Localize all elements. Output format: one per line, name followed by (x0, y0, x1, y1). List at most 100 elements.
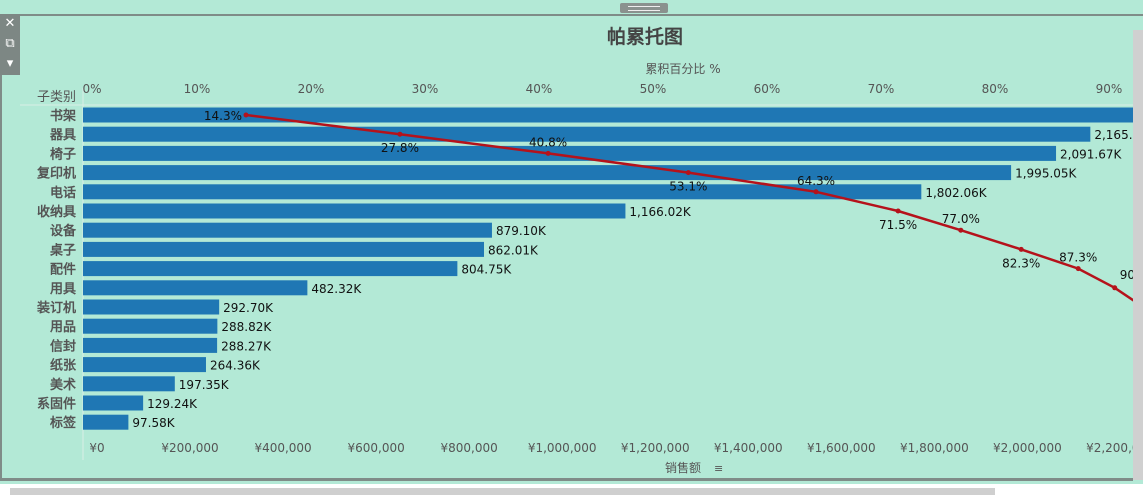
chart-panel (0, 16, 1133, 481)
bar (83, 107, 1133, 123)
category-label: 收纳具 (37, 204, 76, 220)
x-tick-label: ¥0 (89, 441, 104, 455)
category-label: 椅子 (50, 146, 76, 162)
pareto-point (1112, 285, 1118, 291)
chart-title: 帕累托图 (606, 26, 683, 48)
bar (83, 241, 485, 257)
x2-tick-label: 40% (526, 82, 553, 96)
x-tick-label: ¥1,600,000 (807, 441, 876, 455)
bar-value-label: 97.58K (132, 416, 175, 430)
x2-tick-label: 80% (982, 82, 1009, 96)
x-tick-label: ¥2,200,000 (1086, 441, 1143, 455)
bar-value-label: 1,166.02K (629, 205, 691, 219)
bar (83, 165, 1012, 181)
category-label: 信封 (50, 338, 76, 354)
pareto-point (958, 227, 964, 233)
bar (83, 337, 218, 353)
x2-tick-label: 90% (1096, 82, 1123, 96)
bar-value-label: 292.70K (223, 301, 274, 315)
x2-tick-label: 30% (412, 82, 439, 96)
bar-value-label: 129.24K (147, 397, 198, 411)
category-label: 书架 (50, 108, 76, 124)
pareto-point (1018, 246, 1024, 252)
pct-label: 87.3% (1059, 251, 1097, 265)
vertical-scrollbar[interactable] (1133, 30, 1143, 480)
pareto-point (1075, 266, 1081, 272)
bar (83, 414, 129, 430)
category-label: 纸张 (50, 358, 77, 374)
scroll-thumb[interactable] (10, 488, 995, 495)
x2-axis-title: 累积百分比 % (645, 62, 720, 76)
x2-tick-label: 0% (82, 82, 101, 96)
bar-value-label: 2,165.4 (1094, 128, 1140, 142)
bar-value-label: 197.35K (179, 378, 230, 392)
bar-value-label: 1,802.06K (925, 186, 987, 200)
category-label: 标签 (49, 415, 77, 431)
x-tick-label: ¥400,000 (254, 441, 311, 455)
bar (83, 357, 206, 373)
bar (83, 299, 220, 315)
top-strip (0, 0, 1143, 16)
bar (83, 203, 626, 219)
bar-value-label: 288.27K (221, 339, 272, 353)
x-tick-label: ¥800,000 (441, 441, 498, 455)
x-tick-label: ¥600,000 (347, 441, 404, 455)
x2-tick-label: 10% (184, 82, 211, 96)
bar (83, 126, 1091, 142)
x-tick-label: ¥2,000,000 (993, 441, 1062, 455)
bar (83, 376, 175, 392)
category-label: 复印机 (36, 166, 76, 182)
pareto-point (243, 112, 249, 118)
category-label: 设备 (50, 223, 77, 239)
category-label: 桌子 (50, 242, 76, 258)
menu-dropdown-icon[interactable]: ▾ (6, 56, 14, 71)
bar-value-label: 862.01K (488, 243, 539, 257)
pct-label: 27.8% (381, 141, 419, 155)
popout-icon[interactable]: ⧉ (5, 36, 15, 51)
x-tick-label: ¥1,400,000 (714, 441, 783, 455)
drag-handle[interactable] (620, 3, 668, 13)
category-label: 配件 (50, 262, 76, 278)
x-tick-label: ¥1,200,000 (621, 441, 690, 455)
pct-label: 71.5% (879, 218, 917, 232)
pct-label: 77.0% (942, 212, 980, 226)
category-label: 用品 (49, 320, 76, 335)
bar-value-label: 2,091.67K (1060, 147, 1122, 161)
pct-label: 90. (1120, 268, 1139, 282)
bar (83, 261, 458, 277)
bar-value-label: 288.82K (221, 320, 272, 334)
bar (83, 395, 144, 411)
x-tick-label: ¥1,000,000 (528, 441, 597, 455)
x2-tick-label: 70% (868, 82, 895, 96)
x-tick-label: ¥200,000 (161, 441, 218, 455)
category-label: 装订机 (36, 300, 76, 316)
bar (83, 318, 218, 334)
bar (83, 184, 922, 200)
pct-label: 82.3% (1002, 256, 1040, 270)
bar (83, 222, 492, 238)
category-label: 器具 (49, 128, 76, 143)
pareto-point (397, 131, 403, 137)
x2-tick-label: 50% (640, 82, 667, 96)
pct-label: 53.1% (669, 180, 707, 194)
x2-tick-label: 20% (298, 82, 325, 96)
x2-tick-label: 60% (754, 82, 781, 96)
category-label: 用具 (49, 282, 76, 297)
bar-value-label: 264.36K (210, 359, 261, 373)
pareto-point (895, 208, 901, 214)
panel-toolbar: ✕ ⧉ ▾ (0, 14, 20, 75)
category-label: 美术 (50, 377, 76, 393)
close-icon[interactable]: ✕ (4, 16, 16, 31)
sort-icon: ≡ (714, 462, 723, 475)
bar (83, 145, 1057, 161)
pareto-point (685, 170, 691, 176)
category-label: 系固件 (37, 396, 76, 412)
pareto-point (813, 189, 819, 195)
bar-value-label: 879.10K (496, 224, 547, 238)
pareto-point (545, 150, 551, 156)
pct-label: 14.3% (204, 109, 242, 123)
pareto-line (245, 113, 1133, 302)
bar-value-label: 804.75K (461, 263, 512, 277)
horizontal-scrollbar[interactable] (0, 484, 1143, 495)
